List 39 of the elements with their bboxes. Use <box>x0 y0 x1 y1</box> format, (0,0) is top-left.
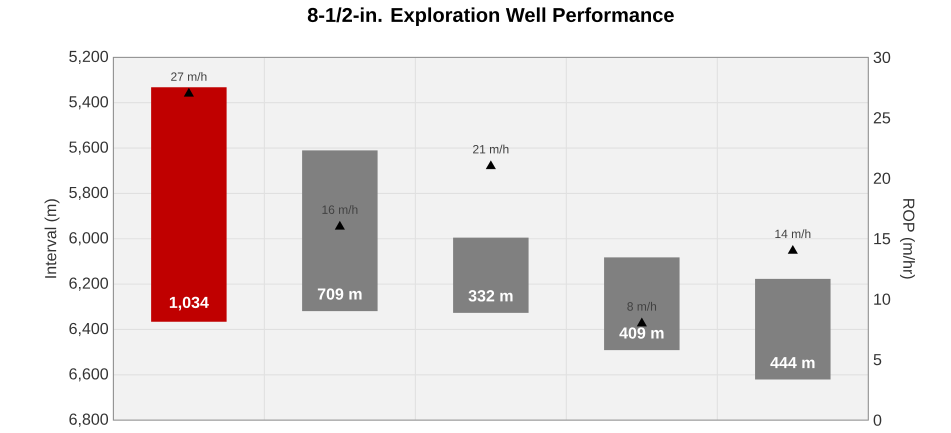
y2-tick-label: 10 <box>874 293 890 305</box>
y2-tick-label: 0 <box>874 414 882 426</box>
y-tick-label: 6,200 <box>69 277 108 290</box>
y2-tick-label: 30 <box>874 51 890 63</box>
data-label: 16 m/h <box>322 204 358 214</box>
data-label: 21 m/h <box>473 144 508 154</box>
y-axis-title: Interval (m) <box>44 199 60 278</box>
data-label: 709 m <box>318 288 362 300</box>
chart-title: 8-1/2-in. Exploration Well Performance <box>308 7 674 26</box>
point <box>184 88 194 96</box>
point <box>334 220 345 230</box>
bar <box>151 87 227 322</box>
data-label: 332 m <box>468 290 513 302</box>
data-label: 409 m <box>619 327 664 338</box>
y2-tick-label: 5 <box>874 354 882 366</box>
y-tick-label: 6,600 <box>69 368 108 382</box>
point <box>636 318 647 326</box>
y-tick-label: 5,600 <box>69 141 108 154</box>
y-tick-label: 6,400 <box>69 322 108 336</box>
bar <box>302 150 378 311</box>
bar <box>453 237 529 313</box>
data-label: 27 m/h <box>171 72 206 81</box>
y2-tick-label: 20 <box>874 172 890 184</box>
y2-tick-label: 15 <box>874 232 890 244</box>
y-tick-label: 6,000 <box>69 232 108 246</box>
data-label: 8 m/h <box>627 302 656 310</box>
data-label: 1,034 <box>170 296 209 310</box>
y2-tick-label: 25 <box>874 112 890 124</box>
y-tick-label: 6,800 <box>69 413 108 427</box>
y-tick-label: 5,200 <box>69 50 108 64</box>
data-label: 444 m <box>770 356 814 368</box>
y2-axis-title: ROP (m/hr) <box>900 198 915 278</box>
y-tick-label: 5,400 <box>69 96 108 110</box>
y-tick-label: 5,800 <box>69 186 108 200</box>
bar <box>604 257 680 350</box>
bar <box>755 278 831 380</box>
point <box>486 160 496 169</box>
point <box>788 245 798 254</box>
data-label: 14 m/h <box>775 229 810 238</box>
